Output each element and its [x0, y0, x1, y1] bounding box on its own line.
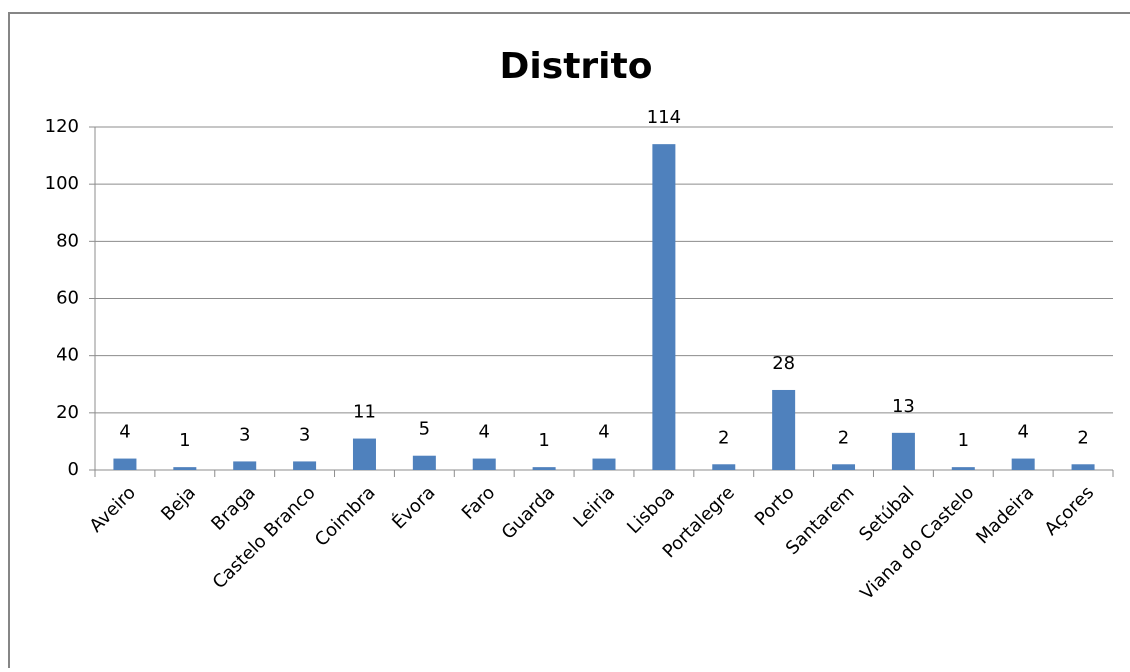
y-tick-label: 100	[45, 173, 79, 194]
bar	[173, 467, 197, 470]
data-label: 11	[353, 402, 376, 423]
chart-title: Distrito	[500, 46, 653, 87]
y-tick-label: 0	[68, 459, 79, 480]
data-label: 4	[119, 422, 130, 443]
bar	[832, 464, 856, 470]
data-label: 28	[772, 353, 795, 374]
data-label: 1	[958, 430, 969, 451]
data-label: 3	[299, 424, 310, 445]
data-label: 5	[419, 419, 430, 440]
bar	[352, 438, 376, 470]
y-tick-label: 60	[56, 288, 79, 309]
bar	[233, 461, 257, 470]
bar	[1011, 458, 1035, 470]
data-label: 13	[892, 396, 915, 417]
data-label: 4	[1017, 422, 1028, 443]
data-label: 4	[598, 422, 609, 443]
bar	[891, 432, 915, 470]
bar	[472, 458, 496, 470]
data-label: 114	[647, 107, 681, 128]
bar	[712, 464, 736, 470]
data-label: 1	[179, 430, 190, 451]
y-tick-label: 40	[56, 345, 79, 366]
bar	[412, 455, 436, 470]
bar	[113, 458, 137, 470]
bar	[592, 458, 616, 470]
bar	[951, 467, 975, 470]
bar	[1071, 464, 1095, 470]
bar	[772, 389, 796, 470]
data-label: 1	[538, 430, 549, 451]
data-label: 4	[479, 422, 490, 443]
chart-frame	[8, 12, 1130, 672]
data-label: 2	[1077, 427, 1088, 448]
bar	[293, 461, 317, 470]
y-tick-label: 80	[56, 230, 79, 251]
data-label: 2	[838, 427, 849, 448]
y-tick-label: 20	[56, 402, 79, 423]
data-label: 2	[718, 427, 729, 448]
y-tick-label: 120	[45, 116, 79, 137]
bar	[532, 467, 556, 470]
data-label: 3	[239, 424, 250, 445]
bar	[652, 144, 676, 470]
